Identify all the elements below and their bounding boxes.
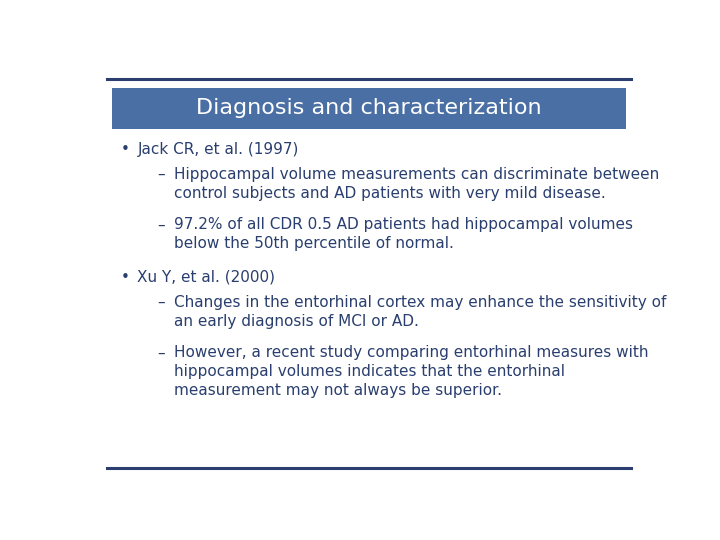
- Text: Jack CR, et al. (1997): Jack CR, et al. (1997): [138, 141, 299, 157]
- Text: •: •: [121, 141, 130, 157]
- Text: •: •: [121, 270, 130, 285]
- Text: Diagnosis and characterization: Diagnosis and characterization: [196, 98, 542, 118]
- Text: –: –: [157, 167, 165, 182]
- Text: –: –: [157, 346, 165, 361]
- Text: Changes in the entorhinal cortex may enhance the sensitivity of
an early diagnos: Changes in the entorhinal cortex may enh…: [174, 295, 666, 329]
- Text: –: –: [157, 295, 165, 310]
- FancyBboxPatch shape: [112, 87, 626, 129]
- Text: 97.2% of all CDR 0.5 AD patients had hippocampal volumes
below the 50th percenti: 97.2% of all CDR 0.5 AD patients had hip…: [174, 218, 633, 251]
- Text: Xu Y, et al. (2000): Xu Y, et al. (2000): [138, 270, 276, 285]
- Text: Hippocampal volume measurements can discriminate between
control subjects and AD: Hippocampal volume measurements can disc…: [174, 167, 659, 201]
- Text: However, a recent study comparing entorhinal measures with
hippocampal volumes i: However, a recent study comparing entorh…: [174, 346, 648, 397]
- Text: –: –: [157, 218, 165, 232]
